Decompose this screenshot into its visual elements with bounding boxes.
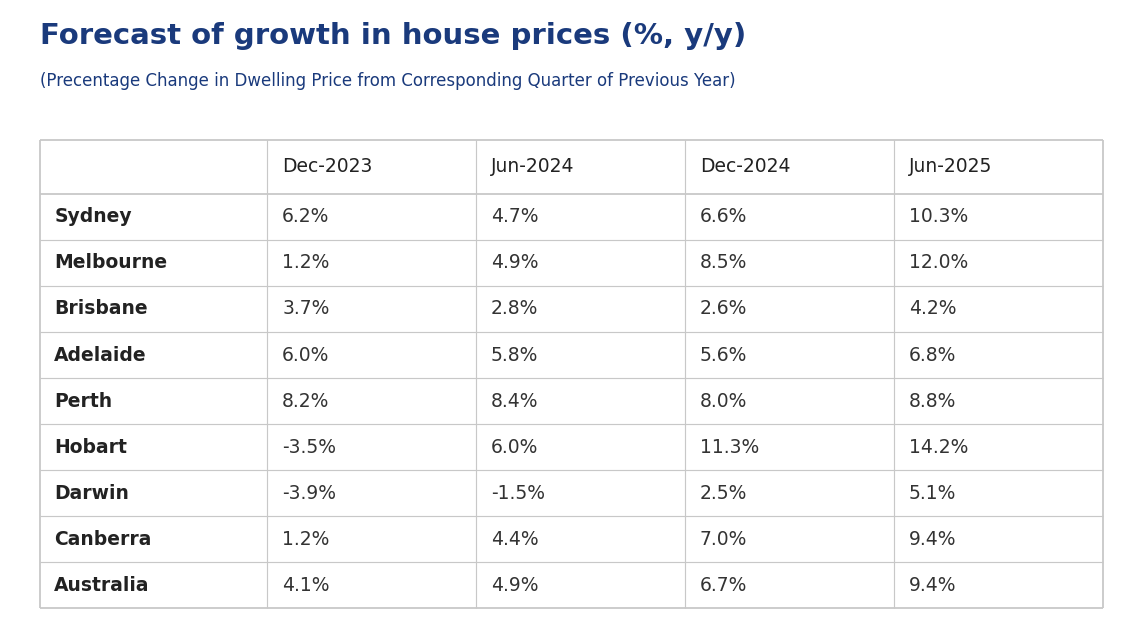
Text: Dec-2024: Dec-2024 (700, 157, 791, 177)
Text: Australia: Australia (54, 576, 149, 595)
Text: 14.2%: 14.2% (908, 438, 968, 457)
Text: Hobart: Hobart (54, 438, 127, 457)
Text: Perth: Perth (54, 392, 112, 411)
Text: Melbourne: Melbourne (54, 253, 167, 272)
Text: (Precentage Change in Dwelling Price from Corresponding Quarter of Previous Year: (Precentage Change in Dwelling Price fro… (40, 72, 735, 90)
Text: Forecast of growth in house prices (%, y/y): Forecast of growth in house prices (%, y… (40, 22, 745, 50)
Text: 8.8%: 8.8% (908, 392, 956, 411)
Text: 10.3%: 10.3% (908, 207, 968, 226)
Text: 9.4%: 9.4% (908, 576, 956, 595)
Text: 6.0%: 6.0% (282, 345, 329, 364)
Text: Adelaide: Adelaide (54, 345, 147, 364)
Text: 5.6%: 5.6% (700, 345, 748, 364)
Text: 3.7%: 3.7% (282, 299, 329, 318)
Text: 4.1%: 4.1% (282, 576, 329, 595)
Text: 6.0%: 6.0% (491, 438, 538, 457)
Text: 8.0%: 8.0% (700, 392, 748, 411)
Text: Jun-2025: Jun-2025 (908, 157, 992, 177)
Text: 2.8%: 2.8% (491, 299, 538, 318)
Text: 1.2%: 1.2% (282, 253, 329, 272)
Text: 6.2%: 6.2% (282, 207, 329, 226)
Text: Canberra: Canberra (54, 530, 152, 549)
Text: Jun-2024: Jun-2024 (491, 157, 575, 177)
Text: 8.5%: 8.5% (700, 253, 748, 272)
Text: Brisbane: Brisbane (54, 299, 148, 318)
Text: 5.8%: 5.8% (491, 345, 538, 364)
Text: 12.0%: 12.0% (908, 253, 968, 272)
Text: Darwin: Darwin (54, 484, 129, 503)
Text: 4.9%: 4.9% (491, 576, 538, 595)
Text: 2.5%: 2.5% (700, 484, 748, 503)
Text: 4.9%: 4.9% (491, 253, 538, 272)
Text: -3.9%: -3.9% (282, 484, 336, 503)
Text: 8.2%: 8.2% (282, 392, 329, 411)
Text: 7.0%: 7.0% (700, 530, 748, 549)
Text: -1.5%: -1.5% (491, 484, 545, 503)
Text: Sydney: Sydney (54, 207, 132, 226)
Text: 6.7%: 6.7% (700, 576, 748, 595)
Text: 8.4%: 8.4% (491, 392, 538, 411)
Text: 11.3%: 11.3% (700, 438, 759, 457)
Text: 9.4%: 9.4% (908, 530, 956, 549)
Text: 6.6%: 6.6% (700, 207, 748, 226)
Text: 4.2%: 4.2% (908, 299, 956, 318)
Text: -3.5%: -3.5% (282, 438, 336, 457)
Text: 6.8%: 6.8% (908, 345, 956, 364)
Text: 4.7%: 4.7% (491, 207, 538, 226)
Text: Dec-2023: Dec-2023 (282, 157, 372, 177)
Text: 4.4%: 4.4% (491, 530, 538, 549)
Text: 1.2%: 1.2% (282, 530, 329, 549)
Text: 5.1%: 5.1% (908, 484, 956, 503)
Text: 2.6%: 2.6% (700, 299, 748, 318)
